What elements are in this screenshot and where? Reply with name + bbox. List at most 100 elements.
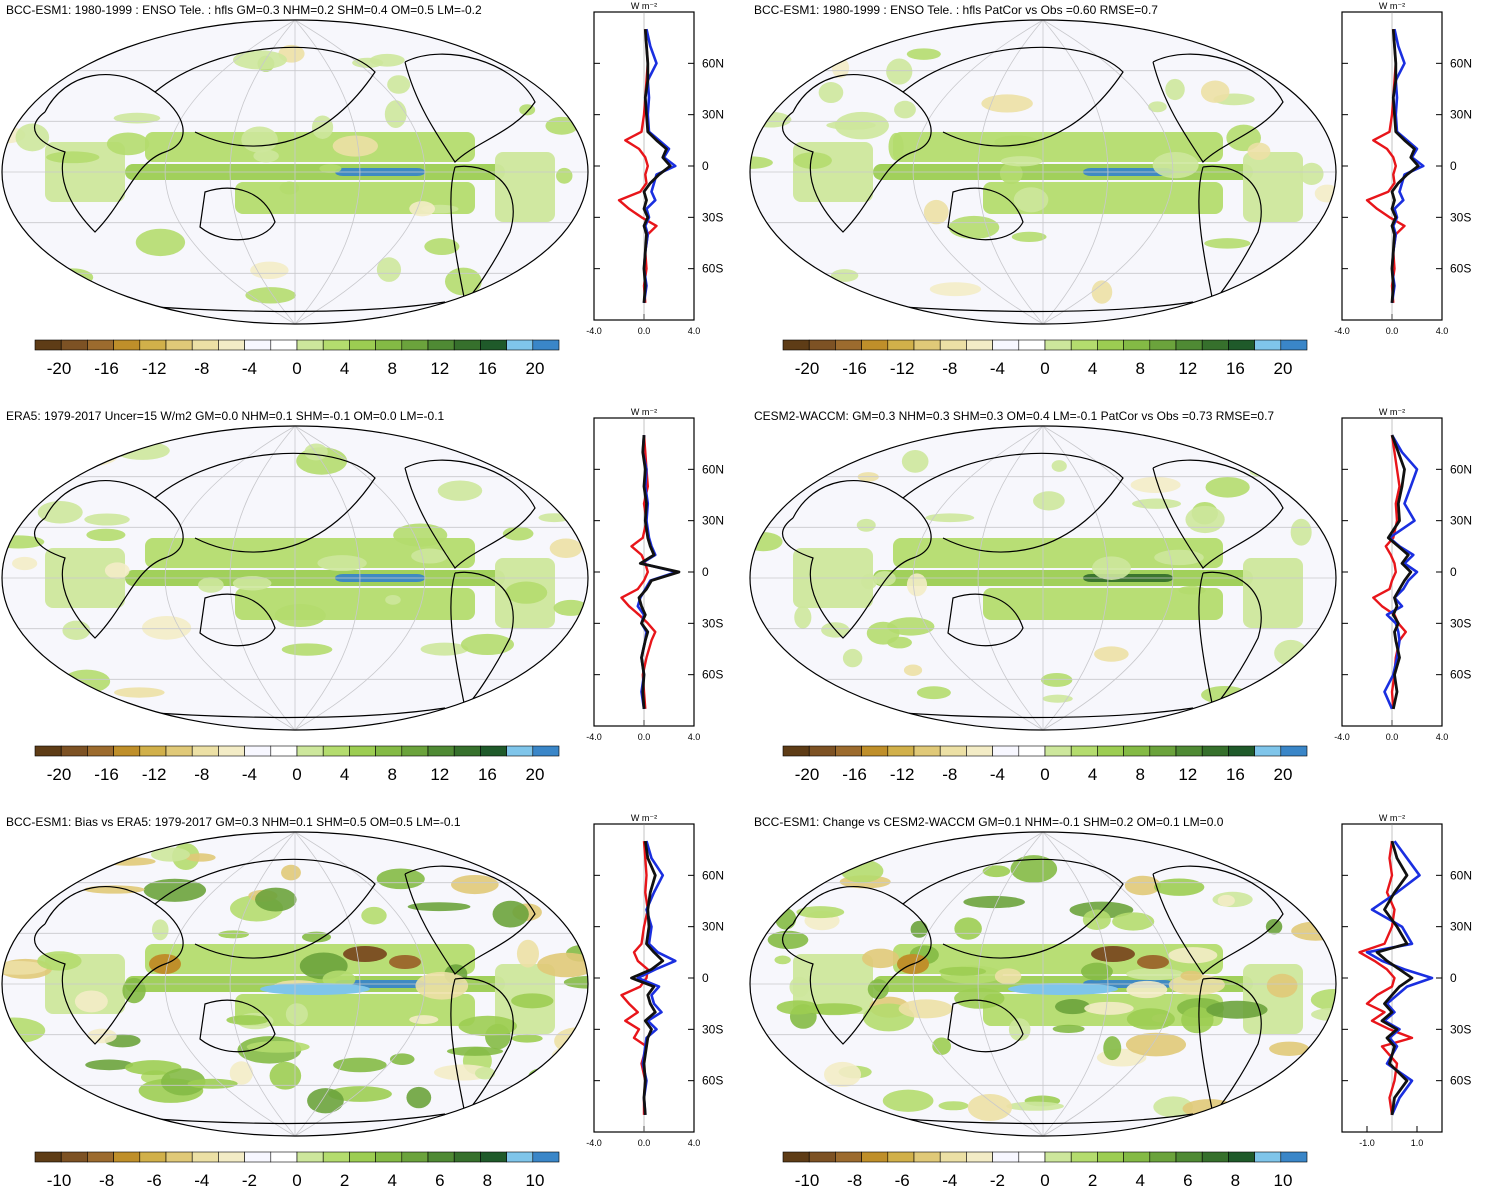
colorbar-label: -2 (990, 1171, 1005, 1190)
field-blob (834, 111, 889, 140)
colorbar-swatch (1123, 1151, 1151, 1163)
field-blob (502, 526, 534, 541)
field-blob (898, 999, 953, 1019)
colorbar-swatch (1254, 745, 1282, 757)
colorbar-label: -4 (990, 359, 1005, 378)
map-svg: -10 -8 -6 -4 -2 0 2 4 6 8 10 W m⁻² 60N 30N 0 30S 60S -1.0… (749, 813, 1472, 1190)
field-blob (241, 126, 278, 153)
field-blob (1269, 1041, 1310, 1056)
colorbar-swatch (375, 1151, 403, 1163)
field-blob (831, 269, 859, 282)
field-blob (1091, 280, 1113, 304)
colorbar-swatch (1201, 339, 1229, 351)
profile-lat-label: 30N (702, 514, 724, 528)
colorbar-swatch (60, 339, 88, 351)
colorbar-swatch (191, 1151, 219, 1163)
profile-unit: W m⁻² (631, 813, 657, 823)
field-blob (1052, 1024, 1085, 1033)
field-blob (253, 149, 279, 163)
field-blob (887, 636, 912, 649)
field-blob (451, 874, 499, 895)
field-blob (799, 294, 834, 304)
field-blob (63, 669, 111, 694)
field-blob (1126, 967, 1184, 981)
coastline (404, 53, 536, 163)
field-blob (62, 620, 91, 641)
field-blob (929, 282, 982, 297)
colorbar-swatch (1228, 745, 1255, 757)
colorbar-swatch (427, 339, 455, 351)
field-blob (2, 868, 39, 896)
graticule (750, 20, 1336, 324)
map-svg: -10 -8 -6 -4 -2 0 2 4 6 8 10 W m⁻² 60N 30N 0 30S 60S -4.0… (1, 813, 724, 1190)
field-blob (1033, 491, 1065, 511)
map-field (2, 438, 588, 717)
profile-lat-label: 0 (1450, 565, 1457, 579)
field-blob (1112, 912, 1155, 931)
coastline (902, 858, 1124, 959)
colorbar-label: 4 (387, 1171, 396, 1190)
colorbar-label: -12 (142, 359, 167, 378)
colorbar-swatch (506, 745, 534, 757)
colorbar-label: 0 (1040, 359, 1049, 378)
field-blob (901, 450, 929, 473)
profile-lat-label: 60S (1450, 668, 1471, 682)
field-blob (1040, 673, 1073, 687)
colorbar-label: 20 (526, 359, 545, 378)
profile-lat-label: 60S (702, 1074, 723, 1088)
field-blob (1153, 1096, 1193, 1118)
colorbar-swatch (861, 339, 889, 351)
coastline (947, 999, 1024, 1053)
colorbar-swatch (1201, 1151, 1229, 1163)
colorbar-swatch (113, 1151, 141, 1163)
field-blob (1013, 187, 1049, 213)
colorbar-swatch (939, 339, 967, 351)
field-blob (460, 633, 514, 656)
field-blob (446, 1046, 504, 1056)
coastline (199, 187, 276, 241)
field-blob (269, 1061, 302, 1090)
colorbar-swatch (191, 745, 219, 757)
colorbar-swatch (939, 1151, 967, 1163)
field-blob (1274, 639, 1308, 667)
coastline (34, 479, 184, 639)
field-blob (1217, 894, 1235, 907)
field-blob (304, 443, 328, 461)
colorbar-swatch (1097, 1151, 1124, 1163)
coastline (450, 165, 514, 304)
coastlines (34, 452, 536, 719)
field-blob (384, 100, 407, 128)
colorbar-swatch (165, 1151, 193, 1163)
colorbar-swatch (244, 1151, 272, 1163)
colorbar-swatch (270, 1151, 298, 1163)
profile-lat-label: 30S (1450, 1022, 1471, 1036)
coastline (450, 571, 514, 710)
colorbar-swatch (1228, 339, 1255, 351)
field-blob (551, 1047, 575, 1066)
colorbar-label: 8 (387, 359, 396, 378)
colorbar-swatch (427, 1151, 455, 1163)
field-blob (923, 199, 949, 225)
colorbar-label: 8 (1135, 359, 1144, 378)
colorbar-swatch (218, 745, 245, 757)
map-svg: -20 -16 -12 -8 -4 0 4 8 12 16 20 W m⁻² 60N 30N 0 30S 60S… (1, 407, 724, 784)
colorbar-swatch (375, 745, 403, 757)
field-blob (39, 51, 62, 66)
colorbar-swatch (966, 745, 993, 757)
profile-unit: W m⁻² (1379, 813, 1405, 823)
colorbar-swatch (887, 339, 915, 351)
colorbar-swatch (349, 339, 376, 351)
field-region (1243, 152, 1303, 222)
colorbar-swatch (113, 339, 141, 351)
profile-line-black (642, 29, 672, 304)
chart-title: BCC-ESM1: Change vs CESM2-WACCM GM=0.1 N… (754, 815, 1224, 829)
field-blob (1310, 989, 1336, 1011)
field-blob (307, 1088, 344, 1114)
field-blob (1180, 970, 1203, 981)
field-blob (818, 82, 844, 104)
colorbar-swatch (532, 1151, 560, 1163)
colorbar-label: 4 (1088, 359, 1097, 378)
field-blob (1154, 549, 1204, 566)
field-blob (458, 1015, 517, 1037)
profile-lat-label: 0 (1450, 159, 1457, 173)
